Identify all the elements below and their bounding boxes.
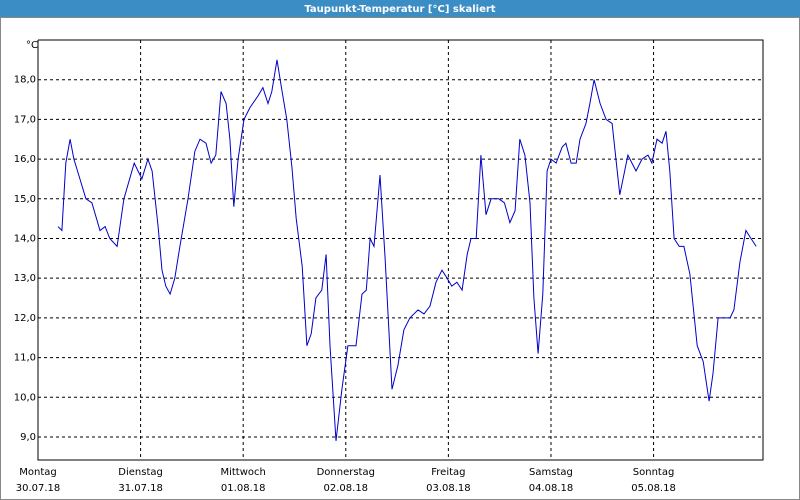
y-unit: °C: [26, 40, 38, 51]
y-tick-label: 17,0: [14, 114, 36, 125]
x-tick-date: 30.07.18: [16, 483, 61, 494]
y-tick-label: 10,0: [14, 392, 36, 403]
title-bar: [0, 0, 800, 17]
x-tick-date: 02.08.18: [324, 483, 369, 494]
x-tick-label: Sonntag: [633, 467, 675, 478]
plot-border: [37, 39, 764, 461]
x-tick-date: 03.08.18: [426, 483, 471, 494]
x-tick-label: Mittwoch: [220, 467, 265, 478]
y-tick-label: 13,0: [14, 273, 36, 284]
y-tick-label: 11,0: [14, 353, 36, 364]
y-tick-label: 12,0: [14, 313, 36, 324]
frame: [0, 17, 800, 500]
x-tick-label: Samstag: [529, 467, 573, 478]
x-tick-date: 31.07.18: [118, 483, 163, 494]
x-tick-date: 04.08.18: [529, 483, 574, 494]
chart-title: Taupunkt-Temperatur [°C] skaliert: [304, 4, 495, 15]
y-tick-label: 15,0: [14, 194, 36, 205]
x-tick-date: 05.08.18: [631, 483, 676, 494]
y-tick-label: 9,0: [20, 432, 36, 443]
y-tick-label: 14,0: [14, 233, 36, 244]
x-tick-label: Freitag: [431, 467, 465, 478]
data-line: [57, 59, 757, 441]
x-tick-label: Montag: [19, 467, 56, 478]
x-tick-date: 01.08.18: [221, 483, 266, 494]
x-tick-label: Donnerstag: [317, 467, 375, 478]
y-tick-label: 18,0: [14, 75, 36, 86]
y-tick-label: 16,0: [14, 154, 36, 165]
x-tick-label: Dienstag: [118, 467, 163, 478]
